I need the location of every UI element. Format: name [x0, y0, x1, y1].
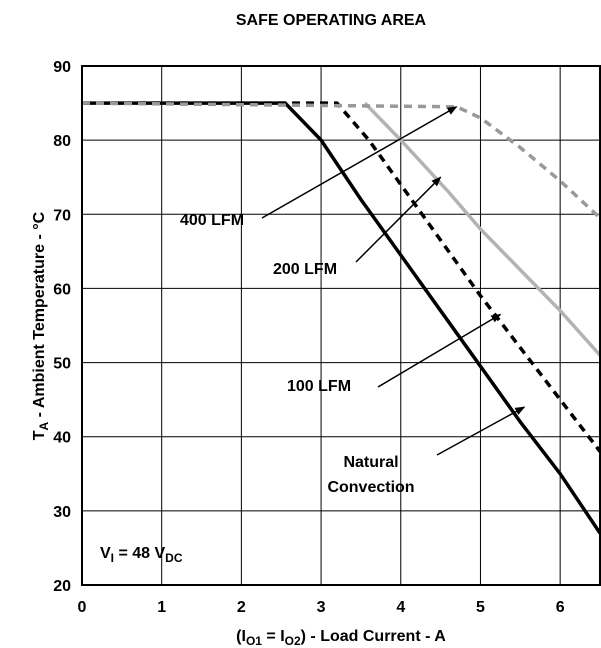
y-axis-label: TA - Ambient Temperature - °C — [31, 211, 51, 440]
annotation-200-lfm: 200 LFM — [273, 261, 337, 278]
x-tick-label: 2 — [237, 599, 246, 616]
y-tick-label: 90 — [53, 59, 71, 76]
arrow-layer — [261, 106, 526, 456]
series-100-lfm — [82, 101, 601, 453]
annotation-arrow — [261, 106, 458, 219]
series-natural-convection — [82, 101, 601, 535]
x-tick-label: 1 — [157, 599, 166, 616]
grid — [82, 66, 600, 585]
annotation-convection: Convection — [327, 479, 414, 496]
plot-frame — [81, 65, 601, 586]
x-tick-label: 5 — [476, 599, 485, 616]
annotation-400-lfm: 400 LFM — [180, 212, 244, 229]
series-layer — [81, 101, 601, 535]
x-tick-label: 0 — [78, 599, 87, 616]
x-tick-label: 3 — [317, 599, 326, 616]
y-tick-label: 50 — [53, 356, 71, 373]
annotation-arrow — [377, 313, 502, 388]
y-tick-label: 20 — [53, 578, 71, 595]
x-tick-labels: 0 1 2 3 4 5 6 — [78, 599, 565, 616]
y-tick-label: 70 — [53, 207, 71, 224]
x-axis-label: (IO1 = IO2) - Load Current - A — [236, 628, 446, 648]
y-tick-label: 80 — [53, 133, 71, 150]
annotation-arrow — [436, 406, 526, 456]
series-200-lfm — [363, 101, 601, 357]
y-tick-label: 60 — [53, 281, 71, 298]
condition-label: VI = 48 VDC — [100, 545, 183, 565]
series-400-lfm — [81, 101, 601, 220]
y-tick-label: 40 — [53, 430, 71, 447]
annotation-arrow — [355, 176, 442, 263]
annotation-natural: Natural — [343, 454, 398, 471]
y-tick-label: 30 — [53, 504, 71, 521]
x-tick-label: 4 — [396, 599, 405, 616]
annotation-100-lfm: 100 LFM — [287, 378, 351, 395]
chart-title: SAFE OPERATING AREA — [236, 12, 427, 29]
x-tick-label: 6 — [556, 599, 565, 616]
y-tick-labels: 20 30 40 50 60 70 80 90 — [53, 59, 71, 595]
